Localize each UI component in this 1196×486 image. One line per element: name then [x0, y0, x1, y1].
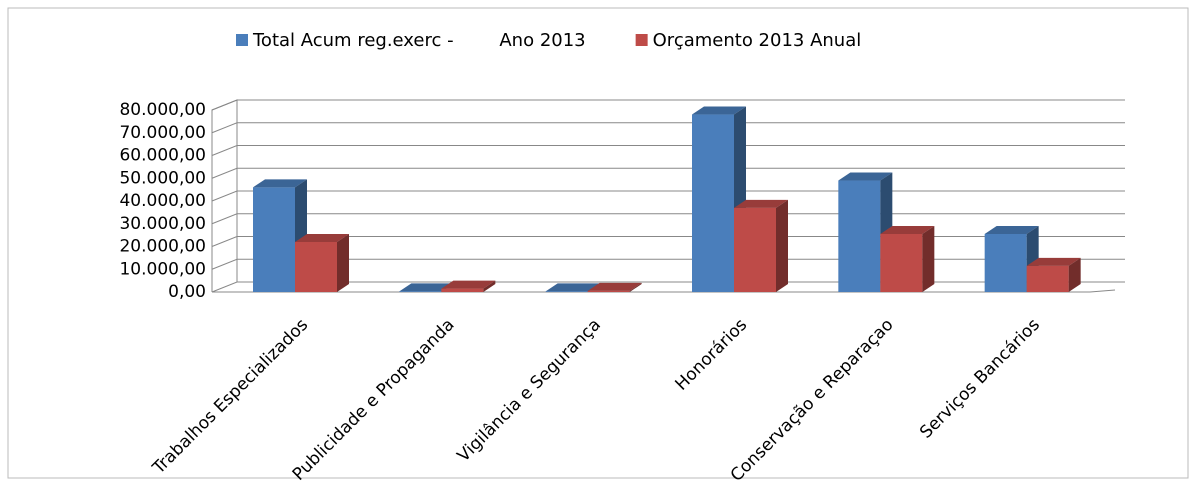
bar-front [587, 290, 630, 292]
bar [734, 199, 788, 292]
y-tick-label: 30.000,00 [119, 214, 206, 234]
bar-front [734, 207, 776, 292]
grid-line [211, 213, 1125, 225]
bar-top [1026, 257, 1081, 266]
bar-front [880, 233, 923, 292]
bar-top [295, 233, 349, 242]
bar-front [441, 288, 484, 292]
bar-front [545, 291, 588, 292]
floor [212, 289, 1116, 293]
bar-top [692, 106, 746, 115]
bar-side [1068, 257, 1081, 292]
bar-side [483, 280, 496, 292]
grid-line [211, 167, 1125, 179]
grid-line [211, 122, 1125, 134]
legend-swatch [635, 34, 648, 46]
y-tick-label: 10.000,00 [119, 259, 206, 279]
bar-side [337, 233, 349, 292]
y-tick-label: 40.000,00 [119, 191, 206, 211]
grid-line [211, 190, 1125, 202]
legend-label: Total Acum reg.exerc - Ano 2013 [252, 30, 586, 51]
bar-side [629, 282, 642, 292]
bar [295, 233, 349, 292]
bar-front [838, 180, 881, 292]
bar-top [253, 179, 307, 188]
bar-front [295, 241, 337, 292]
legend-swatch [236, 34, 248, 46]
y-tick-label: 0,00 [168, 282, 206, 302]
bar-front [692, 114, 734, 292]
bar [1026, 257, 1081, 292]
bar-top [880, 225, 935, 234]
bar [880, 225, 935, 292]
bar-top [441, 280, 496, 289]
bar [441, 280, 496, 292]
bar-top [399, 283, 454, 292]
bar-top [587, 282, 642, 291]
grid-line [211, 99, 1125, 111]
grid-line [211, 281, 1125, 293]
y-tick-label: 70.000,00 [119, 123, 206, 143]
bar-top [838, 172, 893, 181]
y-tick-label: 50.000,00 [119, 168, 206, 188]
bar-front [253, 187, 295, 292]
grid-line [211, 236, 1125, 247]
bar-top [545, 283, 600, 292]
grid-line [211, 258, 1125, 270]
bar-front [1026, 265, 1069, 292]
bar-front [984, 233, 1027, 292]
y-tick-label: 60.000,00 [119, 146, 206, 166]
bar-side [776, 199, 788, 292]
bar [587, 282, 642, 292]
grid-line [211, 145, 1125, 156]
y-tick-label: 20.000,00 [119, 237, 206, 257]
bar-top [734, 199, 788, 208]
legend-label: Orçamento 2013 Anual [653, 30, 862, 51]
bar-front [399, 291, 442, 292]
y-tick-label: 80.000,00 [119, 100, 206, 120]
bar-side [922, 225, 935, 292]
bar-top [984, 225, 1039, 234]
